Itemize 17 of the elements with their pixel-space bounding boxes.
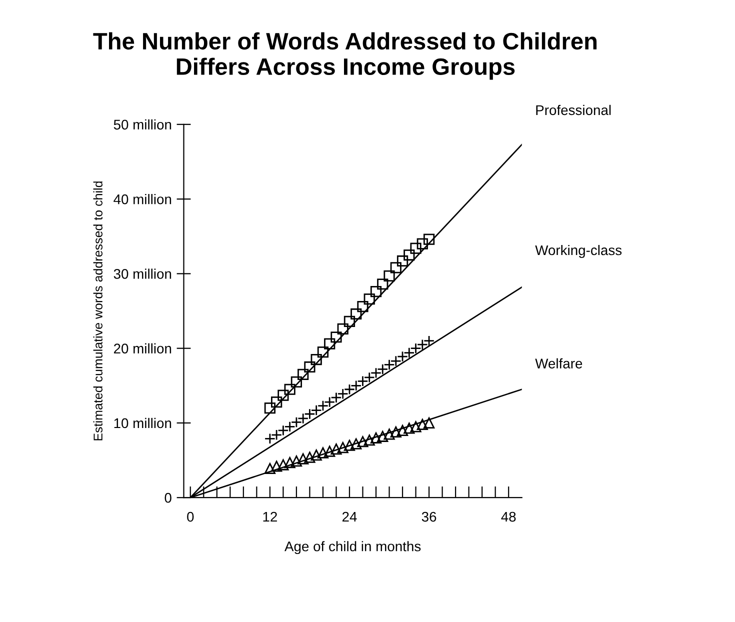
x-tick-label: 24 (342, 512, 357, 522)
text: Professional (536, 104, 611, 116)
x-tick-label: 36 (422, 512, 436, 522)
y-tick-label: 50 million (114, 119, 172, 130)
x-tick-label: 12 (263, 512, 277, 522)
x-axis-title: Age of child in months (284, 541, 421, 554)
y-tick-label: 0 (164, 492, 172, 503)
text: Working-class (535, 244, 622, 258)
x-tick-label: 48 (501, 512, 516, 522)
chart-title: The Number of Words Addressed to Children Differs Across Income Groups (93, 32, 597, 80)
y-axis-title: Estimated cumulative words addressed to child (93, 182, 102, 440)
y-tick-label: 30 million (114, 268, 172, 279)
y-tick-label: 10 million (114, 418, 172, 428)
text: Welfare (535, 358, 582, 368)
y-tick-label: 20 million (114, 343, 172, 354)
y-tick-label: 40 million (114, 194, 172, 204)
x-tick-label: 0 (187, 512, 194, 522)
